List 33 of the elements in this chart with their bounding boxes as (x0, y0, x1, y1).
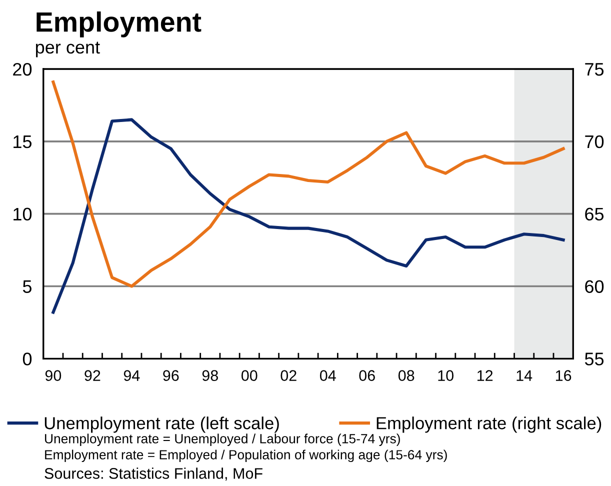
x-tick-label: 96 (163, 370, 179, 381)
y-tick-label: 20 (13, 62, 32, 76)
chart-title: Employment (36, 11, 202, 38)
x-tick-label: 04 (320, 370, 336, 381)
x-tick-label: 14 (516, 370, 532, 381)
x-tick-label: 92 (84, 370, 100, 381)
x-tick-label: 08 (398, 370, 414, 381)
source-note: Sources: Statistics Finland, MoF (44, 468, 262, 481)
y2-tick-label: 60 (585, 280, 604, 293)
x-tick-label: 90 (45, 370, 62, 381)
y2-tick-label: 55 (584, 352, 604, 366)
y-tick-label: 0 (22, 352, 32, 366)
x-tick-label: 00 (241, 370, 258, 381)
line-series (52, 118, 565, 314)
text: Unemployment rate = Unemployed / Labour force (15-74 yrs) (45, 434, 400, 446)
x-tick-label: 94 (124, 370, 140, 381)
text: Employment rate = Employed / Population of working age (15-64 yrs) (45, 450, 447, 462)
x-tick-label: 10 (438, 370, 454, 381)
x-tick-label: 16 (556, 370, 572, 381)
line-series (52, 80, 565, 288)
y-tick-label: 5 (22, 280, 32, 293)
chart-subtitle: per cent (36, 42, 100, 58)
x-tick-label: 06 (359, 370, 375, 381)
y-tick-label: 15 (14, 136, 32, 148)
x-tick-label: 02 (280, 370, 296, 381)
y2-tick-label: 75 (585, 63, 604, 76)
y2-tick-label: 65 (585, 208, 604, 221)
legend-label: Employment rate (right scale) (376, 416, 602, 433)
x-tick-label: 98 (202, 370, 218, 381)
y2-tick-label: 70 (585, 135, 604, 148)
legend-label: Unemployment rate (left scale) (44, 416, 279, 433)
x-tick-label: 12 (478, 370, 493, 381)
y-tick-label: 10 (14, 208, 32, 221)
